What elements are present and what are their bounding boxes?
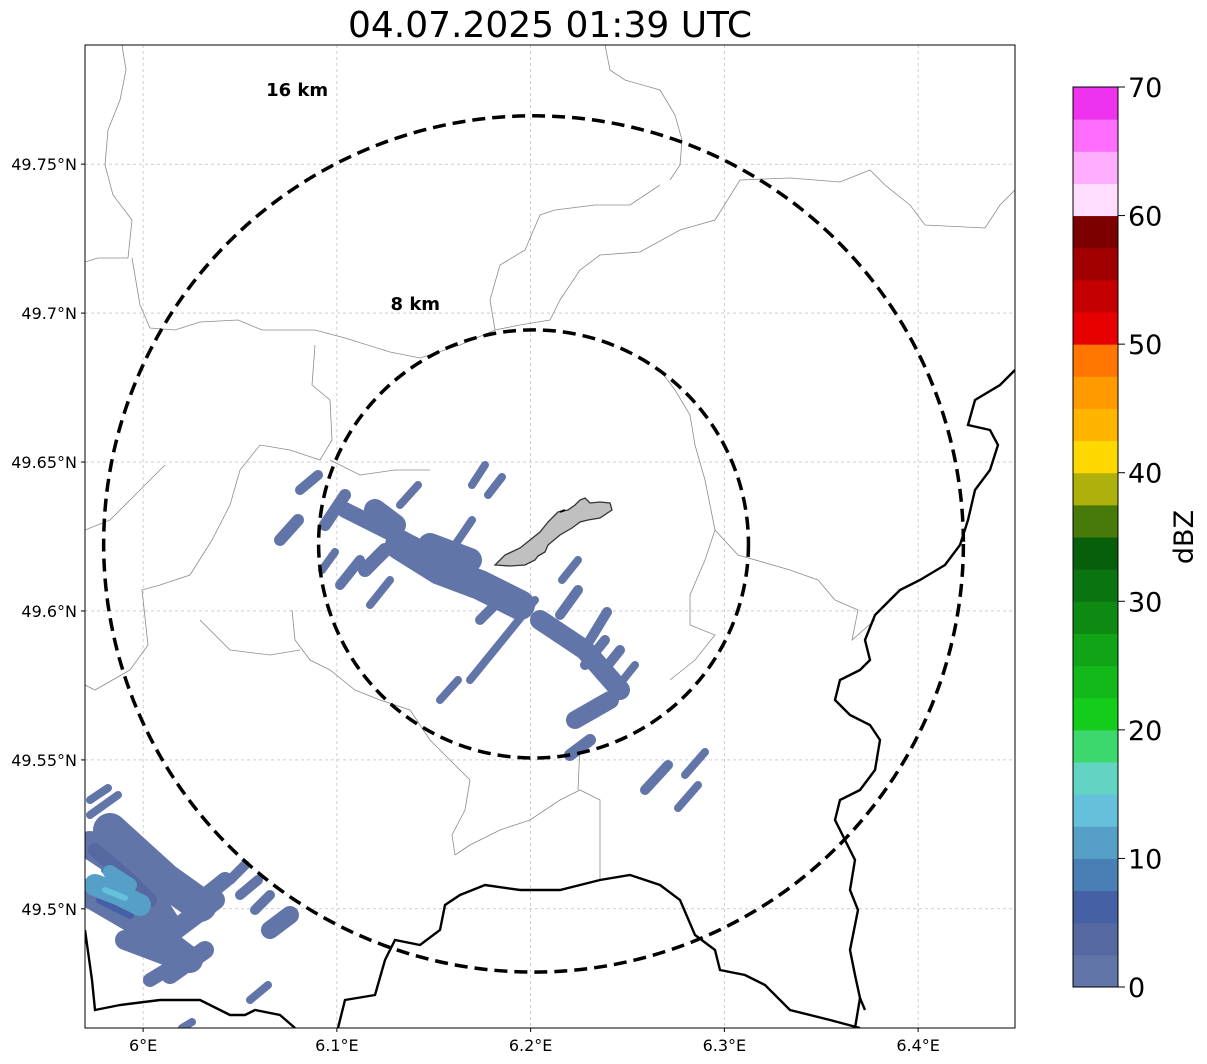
colorbar-frame (1072, 86, 1119, 988)
lat-tick-label: 49.6°N (21, 602, 77, 621)
colorbar-segment (1073, 922, 1118, 956)
colorbar-label: dBZ (1169, 510, 1200, 564)
colorbar-tick-label: 0 (1128, 973, 1145, 1004)
colorbar-segment (1073, 762, 1118, 795)
range-ring-label: 8 km (391, 294, 441, 315)
colorbar-segment (1073, 87, 1118, 120)
colorbar-segment (1073, 440, 1118, 474)
lon-tick-label: 6.3°E (703, 1036, 747, 1055)
colorbar-segment (1073, 826, 1118, 859)
colorbar-segment (1073, 312, 1118, 345)
axis-labels: 49.5°N 49.55°N 49.6°N 49.65°N 49.7°N 49.75°N 6… (11, 155, 940, 1055)
colorbar-segment (1073, 119, 1118, 152)
gridlines (85, 45, 1015, 1028)
colorbar-segment (1073, 633, 1118, 667)
colorbar-segment (1073, 601, 1118, 634)
colorbar-tick-label: 50 (1128, 330, 1162, 361)
lat-tick-label: 49.5°N (21, 900, 77, 919)
colorbar-segment (1073, 665, 1118, 699)
colorbar-segment (1073, 472, 1118, 506)
city-area (493, 497, 613, 567)
city-detail (559, 509, 566, 513)
colorbar-segment (1073, 215, 1118, 249)
colorbar-segment (1073, 344, 1118, 377)
colorbar-segment (1073, 890, 1118, 924)
lat-tick-label: 49.7°N (21, 304, 77, 323)
colorbar-segment (1073, 569, 1118, 602)
colorbar-segment (1073, 279, 1118, 313)
radar-echoes (85, 461, 709, 1028)
map-frame (84, 44, 1016, 1029)
colorbar-tick-label: 60 (1128, 202, 1162, 233)
colorbar-segment (1073, 504, 1118, 538)
colorbar-segment (1073, 537, 1118, 570)
colorbar-segment (1073, 183, 1118, 217)
radar-echoes-weak (85, 843, 157, 919)
colorbar-segment (1073, 247, 1118, 281)
colorbar-segment (1073, 794, 1118, 827)
lon-tick-label: 6.1°E (315, 1036, 359, 1055)
lat-tick-label: 49.65°N (11, 453, 77, 472)
lat-tick-label: 49.55°N (11, 751, 77, 770)
range-rings: 8 km 16 km (101, 80, 966, 974)
range-ring-8km (316, 328, 751, 760)
colorbar-segment (1073, 697, 1118, 731)
colorbar-segment (1073, 954, 1118, 988)
range-ring-label: 16 km (266, 80, 328, 101)
national-borders (85, 369, 1015, 1028)
lat-tick-label: 49.75°N (11, 155, 77, 174)
colorbar-tick-label: 40 (1128, 459, 1162, 490)
map-title: 04.07.2025 01:39 UTC (347, 5, 753, 46)
colorbar-segment (1073, 408, 1118, 442)
colorbar-tick-label: 10 (1128, 844, 1162, 875)
colorbar-segment (1073, 376, 1118, 409)
colorbar-tick-label: 20 (1128, 716, 1162, 747)
colorbar-segment (1073, 729, 1118, 763)
colorbar-tick-label: 70 (1128, 73, 1162, 104)
colorbar-tick-label: 30 (1128, 587, 1162, 618)
colorbar: 0 10 20 30 40 50 60 70 dBZ (1072, 73, 1200, 1004)
lon-tick-label: 6.4°E (896, 1036, 940, 1055)
lon-tick-label: 6.2°E (509, 1036, 553, 1055)
colorbar-segment (1073, 151, 1118, 184)
colorbar-segment (1073, 858, 1118, 892)
range-ring-16km (101, 114, 966, 974)
lon-tick-label: 6°E (129, 1036, 157, 1055)
